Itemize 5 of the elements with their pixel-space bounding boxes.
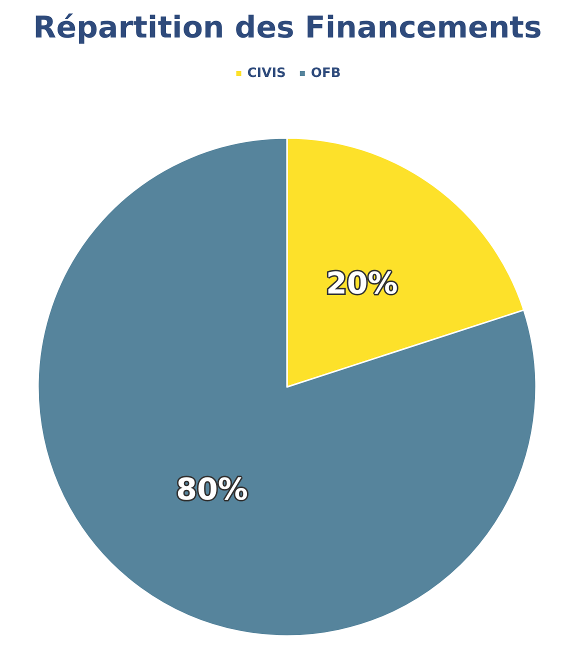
- legend-label: OFB: [310, 66, 341, 81]
- data-label: 80%: [176, 472, 248, 508]
- legend-label: CIVIS: [247, 66, 286, 81]
- chart-title: Répartition des Financements: [33, 10, 542, 46]
- data-label: 20%: [326, 266, 398, 302]
